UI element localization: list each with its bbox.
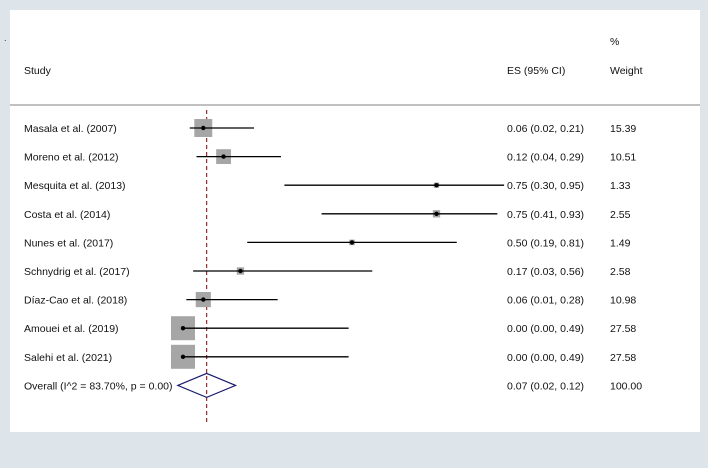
- corner-mark: .: [4, 33, 7, 43]
- forest-plot: Study ES (95% CI) % Weight Masala et al.…: [10, 36, 700, 424]
- study-name: Salehi et al. (2021): [24, 352, 112, 364]
- study-point: [238, 268, 243, 274]
- study-weight: 2.55: [610, 209, 631, 221]
- study-es-ci: 0.17 (0.03, 0.56): [507, 266, 584, 278]
- study-name: Costa et al. (2014): [24, 209, 110, 221]
- study-point: [434, 183, 439, 188]
- study-weight: 27.58: [610, 323, 636, 335]
- overall-diamond: [176, 372, 238, 399]
- study-name: Amouei et al. (2019): [24, 323, 119, 335]
- study-rows: Masala et al. (2007) 0.06 (0.02, 0.21) 15.…: [24, 123, 642, 392]
- header-study: Study: [24, 65, 52, 77]
- study-point: [221, 154, 226, 159]
- overall-label: Overall (I^2 = 83.70%, p = 0.00): [24, 380, 173, 392]
- overall-weight: 100.00: [610, 380, 642, 392]
- study-es-ci: 0.00 (0.00, 0.49): [507, 352, 584, 364]
- study-weight: 10.51: [610, 152, 636, 164]
- study-weight: 15.39: [610, 123, 636, 135]
- plot-marks: [171, 110, 505, 424]
- study-name: Schnydrig et al. (2017): [24, 266, 130, 278]
- study-name: Masala et al. (2007): [24, 123, 117, 135]
- study-es-ci: 0.75 (0.41, 0.93): [507, 209, 584, 221]
- study-name: Moreno et al. (2012): [24, 152, 119, 164]
- study-point: [180, 326, 186, 331]
- study-point: [180, 354, 186, 359]
- study-weight: 2.58: [610, 266, 631, 278]
- study-es-ci: 0.06 (0.02, 0.21): [507, 123, 584, 135]
- study-point: [201, 125, 206, 131]
- study-weight: 1.33: [610, 180, 631, 192]
- study-weight: 27.58: [610, 352, 636, 364]
- header-weight-percent: %: [610, 36, 619, 48]
- study-es-ci: 0.50 (0.19, 0.81): [507, 237, 584, 249]
- study-weight: 1.49: [610, 237, 631, 249]
- study-es-ci: 0.06 (0.01, 0.28): [507, 295, 584, 307]
- study-point: [201, 297, 206, 302]
- study-name: Nunes et al. (2017): [24, 237, 113, 249]
- forest-plot-panel: Study ES (95% CI) % Weight Masala et al.…: [10, 10, 700, 432]
- study-weight: 10.98: [610, 295, 636, 307]
- study-point: [349, 240, 355, 245]
- study-name: Mesquita et al. (2013): [24, 180, 126, 192]
- study-name: Díaz-Cao et al. (2018): [24, 295, 127, 307]
- study-es-ci: 0.75 (0.30, 0.95): [507, 180, 584, 192]
- header-es: ES (95% CI): [507, 65, 565, 77]
- study-es-ci: 0.00 (0.00, 0.49): [507, 323, 584, 335]
- header-weight: Weight: [610, 65, 643, 77]
- study-point: [434, 211, 439, 216]
- study-es-ci: 0.12 (0.04, 0.29): [507, 152, 584, 164]
- overall-es-ci: 0.07 (0.02, 0.12): [507, 380, 584, 392]
